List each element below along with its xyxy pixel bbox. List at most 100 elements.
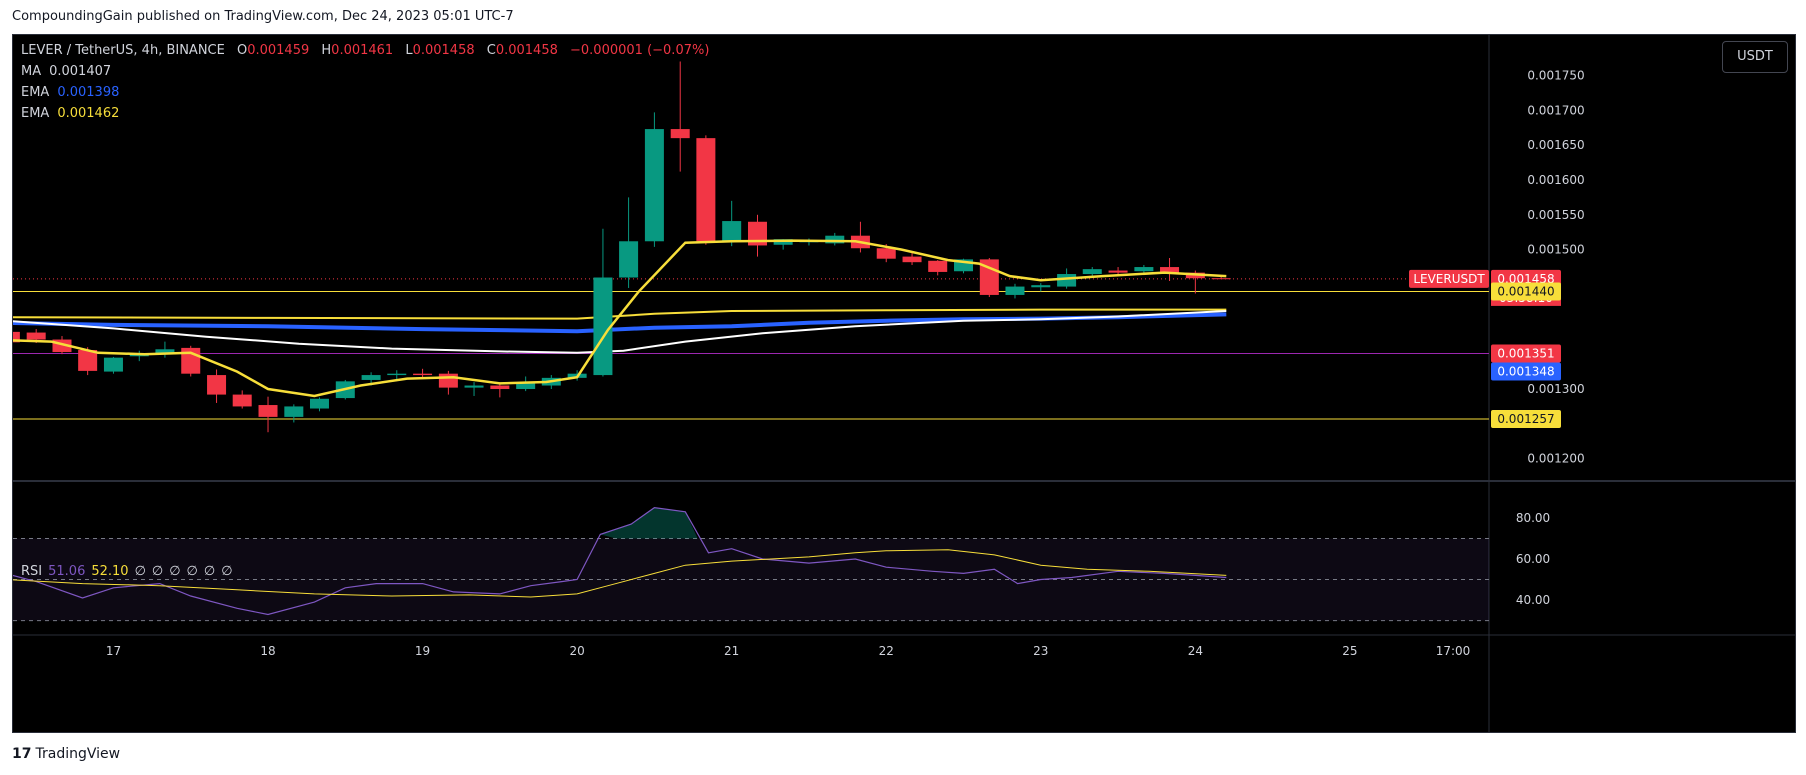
ohlc-legend: LEVER / TetherUS, 4h, BINANCE O0.001459 … (21, 43, 709, 58)
indicator-ma[interactable]: MA 0.001407 (21, 64, 111, 79)
open-value: 0.001459 (247, 43, 310, 58)
candle (181, 345, 201, 377)
candle (1108, 267, 1128, 275)
level-badge-middle: 0.001351 (1491, 344, 1561, 363)
rsi-null-value: ∅ (203, 564, 216, 579)
rsi-name: RSI (21, 564, 43, 579)
price-chart[interactable]: 0.001750 0.001700 0.001650 0.001600 0.001550… (13, 35, 1795, 732)
chart-frame[interactable]: 0.001750 0.001700 0.001650 0.001600 0.001550… (12, 34, 1796, 733)
level-badge-middle-text: 0.001351 (1497, 346, 1554, 360)
candle-body (954, 259, 974, 272)
rsi-null-value: ∅ (151, 564, 164, 579)
tradingview-logo-icon: 17 (12, 746, 32, 762)
time-tick-label: 17:00 (1436, 644, 1471, 658)
high-label: H (321, 43, 332, 58)
time-tick-label: 19 (415, 644, 430, 658)
rsi-legend[interactable]: RSI 51.06 52.10 ∅ ∅ ∅ ∅ ∅ ∅ (21, 564, 233, 579)
candle (129, 350, 149, 362)
candle (850, 221, 870, 253)
candle (979, 258, 999, 298)
candle (309, 397, 329, 412)
candle-body (490, 385, 510, 390)
rsi-ma-value: 52.10 (91, 564, 129, 579)
candle (1005, 283, 1025, 299)
rsi-tick-label: 60.00 (1516, 552, 1550, 566)
candle (232, 390, 252, 409)
time-tick-label: 17 (106, 644, 121, 658)
candle-body (593, 277, 613, 376)
time-tick-label: 20 (569, 644, 584, 658)
candle-body (722, 221, 742, 242)
symbol-price-badge-bg (1409, 269, 1489, 288)
candle (387, 370, 407, 380)
price-tick-label: 0.001750 (1527, 68, 1584, 82)
time-tick-label: 18 (260, 644, 275, 658)
level-badge-lower-text: 0.001257 (1497, 412, 1554, 426)
candle (438, 370, 458, 395)
indicator-ema-fast[interactable]: EMA 0.001462 (21, 106, 119, 121)
currency-button[interactable]: USDT (1722, 41, 1788, 73)
level-badge-upper-text: 0.001440 (1497, 284, 1554, 298)
candle-body (464, 385, 484, 388)
candle (619, 197, 639, 288)
indicator-ma-name: MA (21, 64, 42, 79)
candle-body (1082, 269, 1102, 275)
rsi-value: 51.06 (48, 564, 86, 579)
rsi-ma-line (13, 549, 1227, 598)
symbol-title[interactable]: LEVER / TetherUS, 4h, BINANCE (21, 43, 225, 58)
candle (413, 368, 433, 378)
candle-body (696, 138, 716, 242)
rsi-null-value: ∅ (221, 564, 233, 579)
publish-caption: CompoundingGain published on TradingView… (12, 9, 514, 24)
candle (825, 232, 845, 246)
brand-name: TradingView (35, 746, 121, 762)
price-tick-label: 0.001650 (1527, 138, 1584, 152)
last-price-badge-text: 0.001458 (1497, 272, 1554, 286)
open-label: O (236, 43, 248, 58)
tradingview-brand[interactable]: 17 TradingView (12, 746, 120, 762)
candle (1160, 258, 1180, 281)
rsi-null-value: ∅ (169, 564, 181, 579)
candle-body (1160, 267, 1180, 273)
low-value: 0.001458 (412, 43, 475, 58)
candle (284, 404, 304, 423)
candle-body (747, 221, 767, 246)
candle (928, 260, 948, 276)
candle-body (13, 331, 20, 343)
candle-body (361, 375, 381, 380)
ema-slow-badge-text: 0.001348 (1497, 364, 1554, 378)
level-badge-upper-bg (1491, 282, 1561, 301)
indicator-ema-slow[interactable]: EMA 0.001398 (21, 85, 119, 100)
candle-body (979, 259, 999, 295)
change-value: −0.000001 (−0.07%) (570, 43, 710, 58)
rsi-null-value: ∅ (186, 564, 198, 579)
indicator-ema-slow-name: EMA (21, 85, 50, 100)
candle (258, 396, 278, 433)
rsi-overbought-fill (600, 507, 698, 539)
candle-body (928, 260, 948, 272)
candle (644, 112, 664, 247)
candle-body (1031, 285, 1051, 288)
price-tick-label: 0.001550 (1527, 208, 1584, 222)
candle (464, 382, 484, 396)
candle-body (773, 239, 793, 245)
candle-body (78, 349, 98, 371)
candle-body (1211, 278, 1231, 280)
candle-body (644, 129, 664, 242)
price-tick-label: 0.001600 (1527, 173, 1584, 187)
candle-body (103, 357, 123, 372)
high-value: 0.001461 (331, 43, 394, 58)
time-tick-label: 24 (1188, 644, 1203, 658)
ema-slow-badge: 0.001348 (1491, 362, 1561, 381)
time-tick-label: 23 (1033, 644, 1048, 658)
close-label: C (486, 43, 496, 58)
candle-body (387, 373, 407, 376)
candle (902, 253, 922, 265)
symbol-price-badge: LEVERUSDT (1409, 269, 1489, 288)
candle (1031, 283, 1051, 292)
candle (696, 135, 716, 245)
candle-body (207, 375, 227, 395)
ma-line (13, 310, 1227, 354)
candle-body (1108, 270, 1128, 273)
symbol-price-badge-text: LEVERUSDT (1413, 272, 1485, 286)
